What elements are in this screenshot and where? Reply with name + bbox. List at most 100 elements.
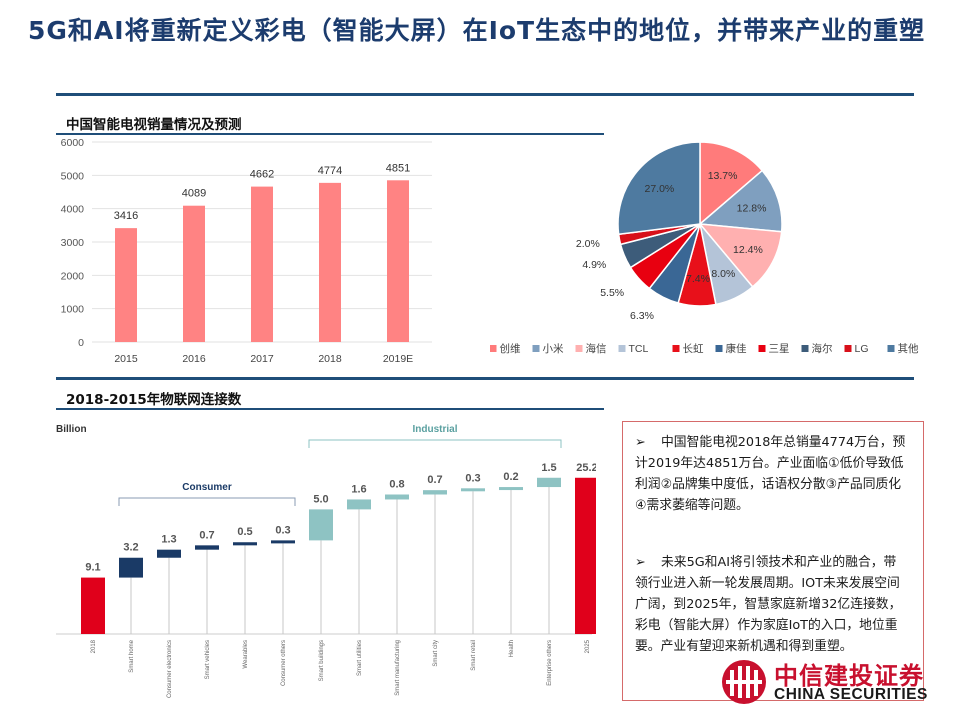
bar-data-label: 4851 <box>386 162 410 174</box>
waterfall-bar <box>461 488 485 492</box>
bar-data-label: 3416 <box>114 210 138 222</box>
y-tick-label: 2000 <box>61 270 85 282</box>
bar-data-label: 4662 <box>250 169 274 181</box>
x-category-label: Smart buildings <box>319 640 325 681</box>
header-rule <box>56 93 914 96</box>
bar <box>251 186 273 342</box>
bar <box>319 182 341 342</box>
group-bracket-consumer <box>118 497 296 506</box>
bar <box>183 205 205 342</box>
pie-data-label: 7.4% <box>686 273 710 285</box>
summary-text-2: 未来5G和AI将引领技术和产业的融合，带领行业进入新一轮发展周期。IOT未来发展… <box>635 555 902 654</box>
legend-swatch <box>575 345 583 352</box>
y-tick-label: 4000 <box>61 204 85 216</box>
y-tick-label: 0 <box>78 337 84 349</box>
middle-rule <box>56 377 914 380</box>
x-tick-label: 2015 <box>114 353 138 365</box>
y-tick-label: 3000 <box>61 237 85 249</box>
legend-label: LG <box>855 343 869 355</box>
legend-swatch <box>758 345 766 352</box>
legend-swatch <box>715 345 723 352</box>
bullet-arrow-icon: ➢ <box>635 435 646 450</box>
china-securities-logo: 中信建投证券 CHINA SECURITIES <box>716 656 928 708</box>
x-category-label: Smart retail <box>471 640 477 671</box>
x-tick-label: 2016 <box>182 353 206 365</box>
pie-slice <box>617 141 701 236</box>
x-tick-label: 2018 <box>318 353 342 365</box>
x-category-label: Smart vehicles <box>205 640 211 679</box>
y-tick-label: 1000 <box>61 304 85 316</box>
waterfall-bar <box>385 494 409 500</box>
pie-slice <box>699 141 764 226</box>
chart1-title-rule <box>56 133 604 135</box>
pie-data-label: 2.0% <box>576 238 600 250</box>
waterfall-bar <box>195 545 219 550</box>
waterfall-bar <box>309 509 333 541</box>
bullet-arrow-icon: ➢ <box>635 555 646 570</box>
waterfall-data-label: 25.2 <box>576 462 596 474</box>
legend-label: 三星 <box>769 343 790 355</box>
legend-label: 康佳 <box>726 342 747 355</box>
waterfall-bar <box>423 490 447 495</box>
waterfall-data-label: 1.5 <box>541 462 556 474</box>
pie-data-label: 6.3% <box>630 310 654 322</box>
page-title: 5G和AI将重新定义彩电（智能大屏）在IoT生态中的地位，并带来产业的重塑 <box>28 16 926 45</box>
x-category-label: Enterprise others <box>547 640 553 686</box>
chart3-title-rule <box>56 408 604 410</box>
y-tick-label: 6000 <box>61 137 85 149</box>
waterfall-bar <box>81 577 105 634</box>
legend-swatch <box>532 345 540 352</box>
legend-swatch <box>887 345 895 352</box>
waterfall-data-label: 1.3 <box>161 534 176 546</box>
legend-swatch <box>618 345 626 352</box>
pie-data-label: 12.8% <box>737 203 767 215</box>
group-label-industrial: Industrial <box>412 424 457 435</box>
x-category-label: 2025 <box>585 639 591 653</box>
pie-data-label: 8.0% <box>711 268 735 280</box>
logo-en: CHINA SECURITIES <box>774 686 928 703</box>
x-category-label: Smart manufacturing <box>395 640 401 696</box>
logo-emblem-icon <box>722 660 766 704</box>
bar <box>387 180 409 342</box>
pie-data-label: 12.4% <box>733 244 763 256</box>
waterfall-bar <box>537 477 561 488</box>
pie-slice <box>698 223 783 288</box>
summary-bullet-1: ➢ 中国智能电视2018年总销量4774万台，预计2019年达4851万台。产业面… <box>635 432 907 516</box>
waterfall-data-label: 0.5 <box>237 526 252 538</box>
waterfall-data-label: 0.3 <box>465 472 480 484</box>
group-bracket-industrial <box>308 439 562 448</box>
legend-label: 长虹 <box>683 343 704 355</box>
legend-label: TCL <box>629 343 649 355</box>
waterfall-bar <box>157 549 181 558</box>
waterfall-bar <box>499 487 523 491</box>
x-category-label: Health <box>509 640 515 657</box>
waterfall-bar <box>119 557 143 578</box>
waterfall-data-label: 0.2 <box>503 471 518 483</box>
legend-swatch <box>801 345 809 352</box>
summary-bullet-2: ➢ 未来5G和AI将引领技术和产业的融合，带领行业进入新一轮发展周期。IOT未来发… <box>635 552 907 657</box>
unit-label: Billion <box>56 424 87 435</box>
waterfall-bar <box>271 540 295 544</box>
waterfall-data-label: 5.0 <box>313 493 328 505</box>
waterfall-data-label: 0.7 <box>199 529 214 541</box>
waterfall-data-label: 0.8 <box>389 479 404 491</box>
x-category-label: Smart city <box>433 640 439 667</box>
x-category-label: 2018 <box>91 639 97 653</box>
legend-label: 创维 <box>500 342 521 355</box>
legend-swatch <box>672 345 680 352</box>
brand-share-pie-chart: 13.7% 12.8% 12.4% 8.0%7.4% 6.3% 5.5% 4.9% 2.0% 2… <box>490 141 919 355</box>
legend-swatch <box>490 345 497 352</box>
summary-text-1: 中国智能电视2018年总销量4774万台，预计2019年达4851万台。产业面临… <box>635 435 906 513</box>
legend-swatch <box>844 345 852 352</box>
legend-label: 小米 <box>543 342 564 355</box>
x-tick-label: 2017 <box>250 353 274 365</box>
bar-data-label: 4089 <box>182 188 206 200</box>
x-category-label: Smart utilities <box>357 640 363 676</box>
chart1-title: 中国智能电视销量情况及预测 <box>66 117 242 133</box>
waterfall-data-label: 0.3 <box>275 524 290 536</box>
y-tick-label: 5000 <box>61 170 85 182</box>
bar-data-label: 4774 <box>318 165 342 177</box>
legend-label: 海尔 <box>812 342 833 355</box>
waterfall-bar <box>233 542 257 546</box>
pie-data-label: 13.7% <box>708 170 738 182</box>
